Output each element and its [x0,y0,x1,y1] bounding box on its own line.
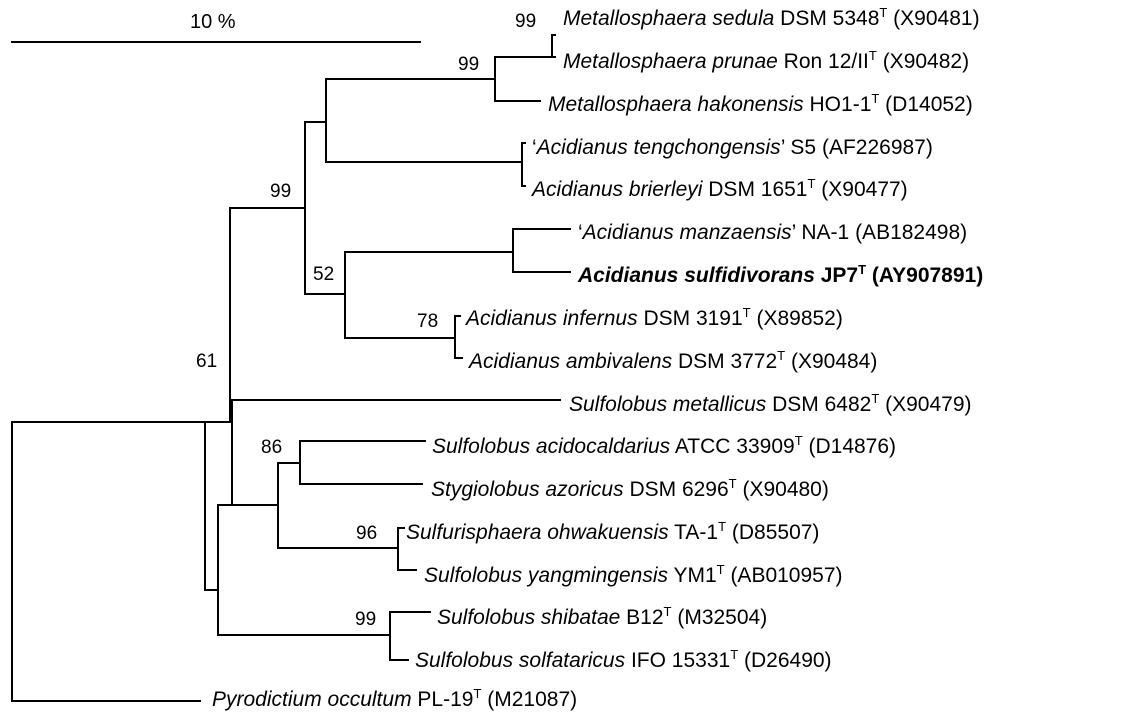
taxon-label: Metallosphaera hakonensis HO1-1T (D14052… [548,91,973,116]
scale-bar-label: 10 % [190,11,236,33]
bootstrap-value: 52 [313,264,335,285]
taxon-label: Stygiolobus azoricus DSM 6296T (X90480) [431,476,829,501]
taxon-label: Sulfolobus shibatae B12T (M32504) [437,604,768,629]
taxon-label: Sulfolobus acidocaldarius ATCC 33909T (D… [432,433,897,458]
taxon-label: Sulfolobus metallicus DSM 6482T (X90479) [569,391,972,416]
taxon-label: Metallosphaera sedula DSM 5348T (X90481) [563,5,980,30]
bootstrap-value: 86 [261,437,283,458]
taxon-label: ‘Acidianus manzaensis’ NA-1 (AB182498) [578,221,968,244]
bootstrap-value: 99 [355,609,377,630]
taxon-label-highlighted: Acidianus sulfidivorans JP7T (AY907891) [578,262,984,287]
taxon-label: Sulfolobus solfataricus IFO 15331T (D264… [415,647,832,672]
bootstrap-value: 99 [515,11,537,32]
bootstrap-value: 99 [270,181,292,202]
bootstrap-value: 61 [196,351,218,372]
bootstrap-value: 99 [458,54,480,75]
taxon-label: Acidianus ambivalens DSM 3772T (X90484) [469,348,878,373]
taxon-label: Pyrodictium occultum PL-19T (M21087) [212,686,578,711]
taxon-label: Acidianus infernus DSM 3191T (X89852) [466,305,843,330]
taxon-label: Sulfolobus yangmingensis YM1T (AB010957) [424,562,843,587]
taxon-label: Metallosphaera prunae Ron 12/IIT (X90482… [563,48,970,73]
taxon-label: Acidianus brierleyi DSM 1651T (X90477) [532,176,908,201]
bootstrap-value: 78 [417,311,439,332]
taxon-label: ‘Acidianus tengchongensis’ S5 (AF226987) [532,136,933,159]
taxon-label: Sulfurisphaera ohwakuensis TA-1T (D85507… [406,519,820,544]
bootstrap-value: 96 [356,523,378,544]
